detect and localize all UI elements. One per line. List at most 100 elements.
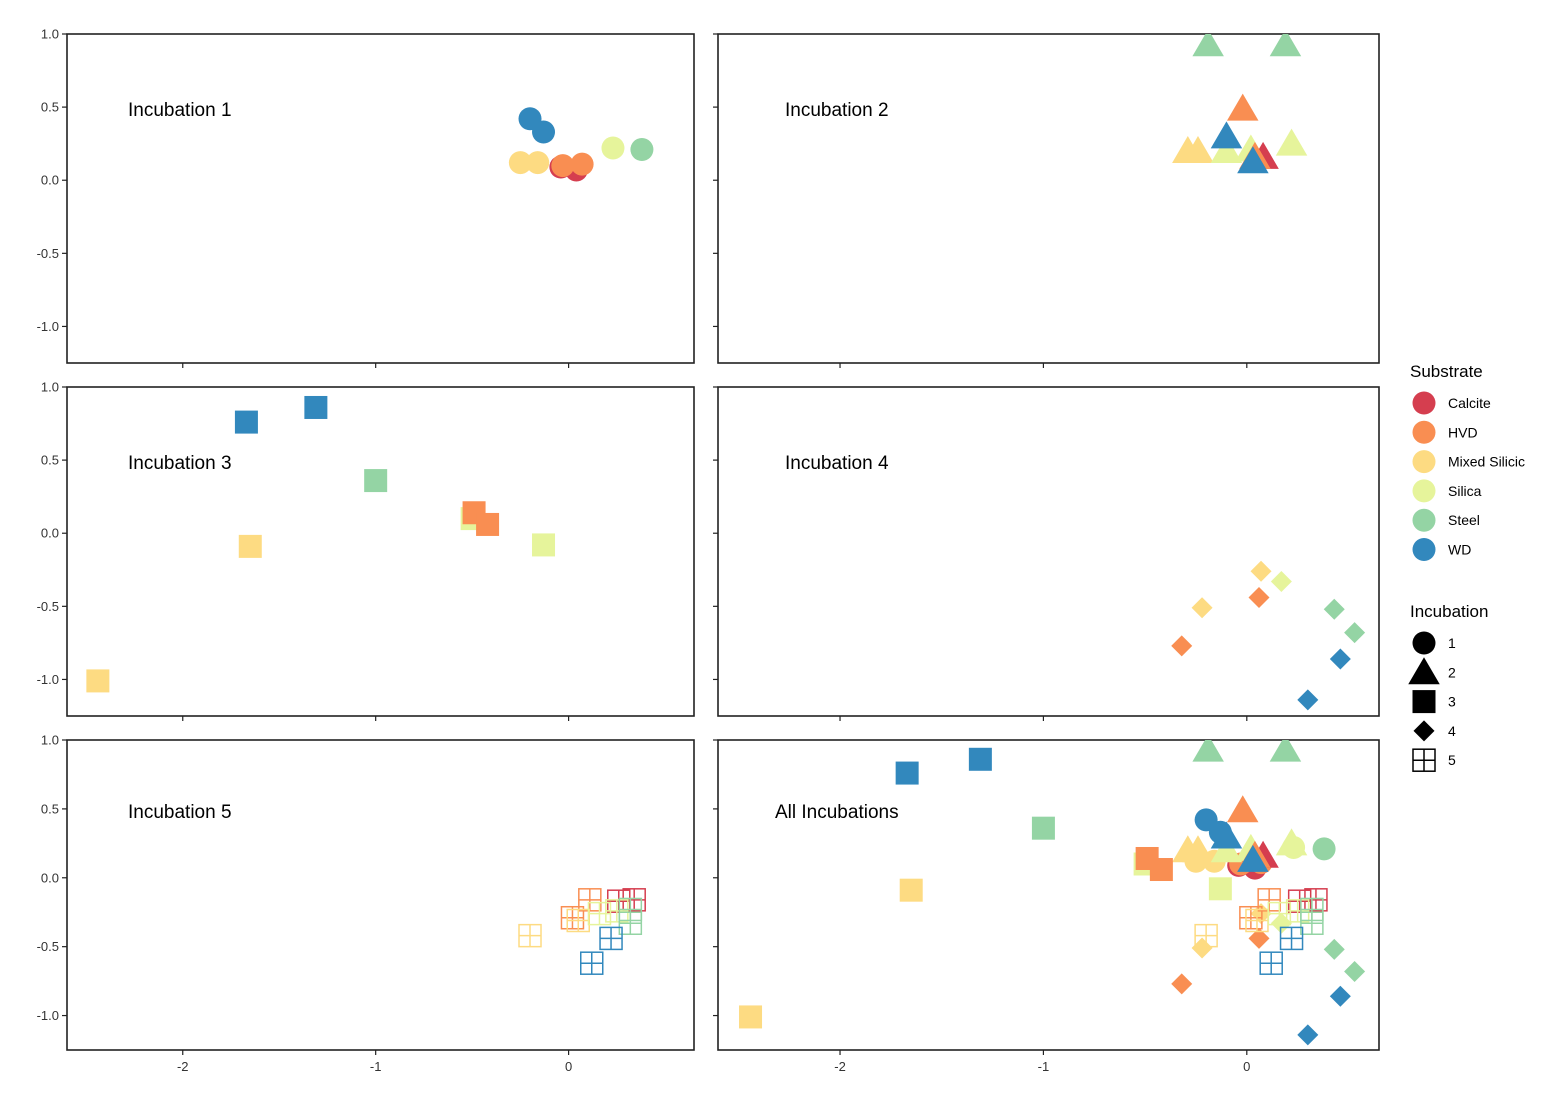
panel-label: All Incubations (775, 802, 899, 823)
point-wd-inc5 (1259, 951, 1283, 975)
point-steel-inc4 (1344, 960, 1366, 982)
y-tick-label: 1.0 (41, 733, 59, 748)
points (86, 395, 556, 693)
point-steel-inc1 (630, 138, 654, 162)
legend-item-incubation-5: 5 (1412, 748, 1456, 772)
point-wd-inc2 (1237, 146, 1269, 174)
point-silica-inc2 (1210, 135, 1243, 163)
point-steel-inc4 (1323, 598, 1345, 620)
point-hvd-inc5 (560, 905, 585, 930)
point-hvd-inc4 (1248, 927, 1270, 949)
x-tick-label: 0 (565, 1059, 572, 1074)
point-steel-inc4 (1344, 622, 1366, 644)
legend-shape-circle (1412, 631, 1436, 655)
legend-label: Mixed Silicic (1448, 454, 1525, 470)
legend-label: Silica (1448, 483, 1482, 499)
panel-label: Incubation 1 (128, 100, 232, 121)
point-mixed-silicic-inc3 (739, 1005, 763, 1029)
point-hvd-inc3 (1149, 858, 1173, 882)
point-silica-inc5 (1285, 899, 1310, 923)
y-tick-label: -0.5 (37, 599, 59, 614)
legend-label: Steel (1448, 512, 1480, 528)
points (518, 888, 646, 975)
point-wd-inc3 (895, 761, 919, 785)
point-hvd-inc4 (1171, 973, 1193, 995)
panel-frame (717, 386, 1380, 717)
point-hvd-inc3 (476, 512, 500, 536)
point-wd-inc5 (1279, 926, 1304, 951)
point-wd-inc3 (234, 410, 258, 434)
point-wd-inc5 (599, 926, 623, 951)
point-steel-inc1 (1312, 837, 1336, 861)
point-steel-inc3 (1031, 816, 1055, 840)
legend-label: 4 (1448, 723, 1456, 739)
panel-3: 1.0 0.5 0.0 -0.5 -1.0 Incubation 3 (37, 380, 695, 721)
point-wd-inc3 (304, 395, 328, 419)
legend: Substrate Calcite HVD Mixed Silicic Silica St… (1408, 362, 1525, 772)
panel-label: Incubation 5 (128, 802, 232, 823)
panel-label: Incubation 2 (785, 100, 889, 121)
point-steel-inc2 (1192, 740, 1224, 762)
point-wd-inc2 (1237, 844, 1269, 872)
point-wd-inc1 (532, 120, 556, 144)
y-tick-label: 0.0 (41, 173, 59, 188)
legend-label: 5 (1448, 752, 1456, 768)
point-wd-inc4 (1297, 1024, 1319, 1046)
legend-swatch (1412, 391, 1436, 415)
point-steel-inc2 (1192, 34, 1224, 57)
y-tick-label: -1.0 (37, 319, 59, 334)
point-mixed-silicic-inc5 (518, 923, 542, 948)
point-mixed-silicic-inc1 (508, 151, 532, 175)
point-mixed-silicic-inc4 (1250, 560, 1272, 582)
legend-item-incubation-1: 1 (1412, 631, 1456, 655)
point-silica-inc2 (1210, 835, 1243, 863)
legend-item-hvd: HVD (1412, 420, 1478, 444)
y-tick-label: 0.0 (41, 526, 59, 541)
legend-incubation-title: Incubation (1410, 602, 1488, 621)
legend-label: WD (1448, 542, 1471, 558)
legend-item-incubation-2: 2 (1408, 657, 1456, 685)
legend-swatch (1412, 538, 1436, 561)
x-tick-label: -1 (1038, 1059, 1050, 1074)
legend-item-calcite: Calcite (1412, 391, 1491, 415)
panels: 1.0 0.5 0.0 -0.5 -1.0 Incubation 1 Incubation … (37, 27, 1380, 1074)
points (508, 107, 654, 182)
point-silica-inc3 (1208, 877, 1232, 901)
legend-label: Calcite (1448, 395, 1491, 411)
point-mixed-silicic-inc4 (1191, 597, 1213, 619)
point-steel-inc5 (1300, 911, 1324, 935)
points (1172, 34, 1308, 174)
point-mixed-silicic-inc3 (238, 534, 262, 558)
point-silica-inc2 (1275, 828, 1308, 856)
legend-item-steel: Steel (1412, 508, 1480, 532)
y-tick-label: 1.0 (41, 27, 59, 42)
y-tick-label: 0.5 (41, 100, 59, 115)
point-silica-inc5 (605, 899, 629, 923)
legend-shape-triangle (1408, 657, 1440, 685)
point-steel-inc5 (618, 911, 643, 935)
legend-swatch (1412, 479, 1436, 503)
legend-swatch (1412, 450, 1436, 474)
point-hvd-inc5 (1239, 905, 1263, 930)
panel-frame (717, 33, 1380, 364)
x-tick-label: -2 (834, 1059, 846, 1074)
y-tick-label: 0.5 (41, 453, 59, 468)
x-tick-label: 0 (1243, 1059, 1250, 1074)
legend-item-incubation-3: 3 (1412, 690, 1456, 714)
point-wd-inc2 (1210, 121, 1243, 149)
y-tick-label: -0.5 (37, 246, 59, 261)
legend-label: 1 (1448, 635, 1456, 651)
legend-item-silica: Silica (1412, 479, 1482, 503)
points (739, 740, 1366, 1046)
point-steel-inc4 (1323, 938, 1345, 960)
point-hvd-inc1 (570, 152, 594, 176)
point-steel-inc2 (1269, 34, 1302, 57)
point-mixed-silicic-inc5 (566, 908, 590, 933)
panel-frame (66, 386, 695, 717)
point-wd-inc2 (1210, 821, 1243, 849)
panel-2: Incubation 2 (713, 33, 1380, 368)
point-hvd-inc5 (1257, 888, 1281, 912)
x-tick-label: -1 (370, 1059, 382, 1074)
legend-swatch (1412, 508, 1436, 532)
point-wd-inc4 (1329, 648, 1351, 670)
